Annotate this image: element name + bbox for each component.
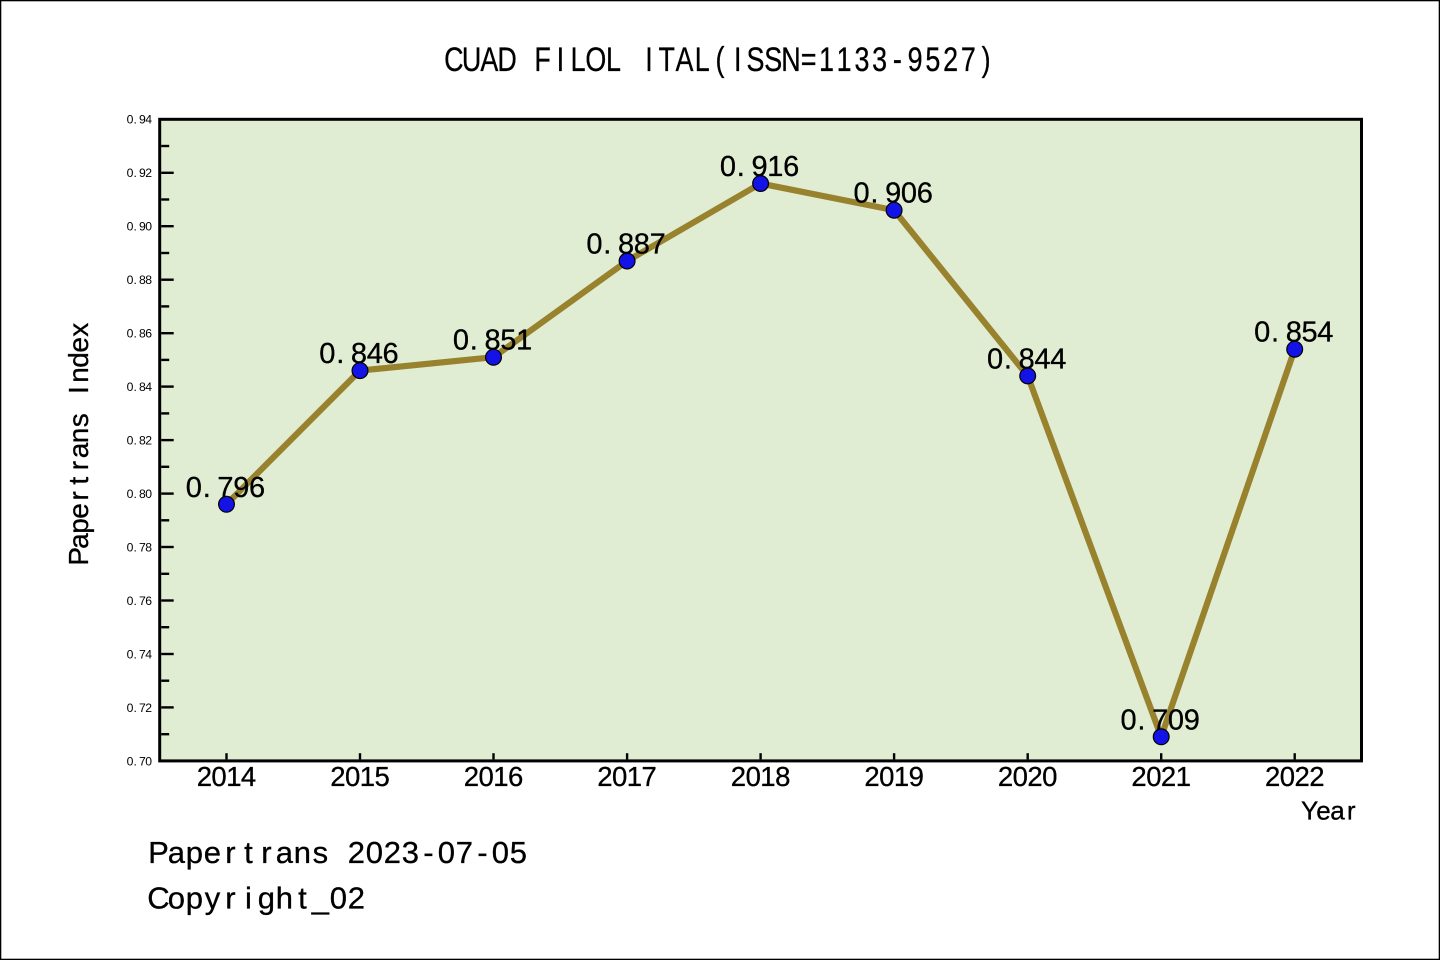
svg-text:2019: 2019 bbox=[864, 761, 923, 792]
svg-text:0.80: 0.80 bbox=[127, 487, 153, 501]
svg-text:2017: 2017 bbox=[597, 761, 656, 792]
svg-text:0.94: 0.94 bbox=[127, 113, 153, 127]
svg-text:0.851: 0.851 bbox=[453, 325, 532, 357]
svg-text:Papertrans Index: Papertrans Index bbox=[63, 323, 94, 566]
svg-text:0.88: 0.88 bbox=[127, 273, 153, 287]
svg-text:0.76: 0.76 bbox=[127, 594, 153, 608]
svg-text:2021: 2021 bbox=[1131, 761, 1191, 792]
svg-text:2016: 2016 bbox=[464, 761, 523, 792]
svg-text:0.74: 0.74 bbox=[127, 647, 153, 661]
svg-text:2020: 2020 bbox=[998, 761, 1057, 792]
svg-text:0.92: 0.92 bbox=[127, 166, 153, 180]
svg-text:2015: 2015 bbox=[330, 761, 390, 792]
svg-text:0.709: 0.709 bbox=[1121, 704, 1200, 736]
svg-text:0.78: 0.78 bbox=[127, 540, 153, 554]
svg-text:Year: Year bbox=[1301, 796, 1356, 826]
svg-text:Papertrans 2023-07-05: Papertrans 2023-07-05 bbox=[148, 835, 527, 870]
svg-text:0.70: 0.70 bbox=[127, 754, 153, 768]
svg-text:0.854: 0.854 bbox=[1254, 317, 1333, 349]
svg-text:0.844: 0.844 bbox=[987, 343, 1066, 375]
svg-text:0.916: 0.916 bbox=[720, 151, 799, 183]
svg-text:2022: 2022 bbox=[1265, 761, 1324, 792]
svg-text:2018: 2018 bbox=[731, 761, 791, 792]
svg-text:0.796: 0.796 bbox=[186, 472, 265, 504]
svg-text:CUAD FILOL ITAL(ISSN=1133-9527: CUAD FILOL ITAL(ISSN=1133-9527) bbox=[444, 40, 990, 79]
svg-text:0.846: 0.846 bbox=[319, 338, 398, 370]
svg-text:0.72: 0.72 bbox=[127, 701, 153, 715]
svg-text:0.86: 0.86 bbox=[127, 327, 153, 341]
svg-text:2014: 2014 bbox=[197, 761, 256, 792]
svg-text:0.887: 0.887 bbox=[586, 229, 665, 261]
svg-text:0.90: 0.90 bbox=[127, 220, 153, 234]
svg-text:0.84: 0.84 bbox=[127, 380, 153, 394]
svg-text:0.906: 0.906 bbox=[854, 178, 933, 210]
svg-text:0.82: 0.82 bbox=[127, 434, 153, 448]
